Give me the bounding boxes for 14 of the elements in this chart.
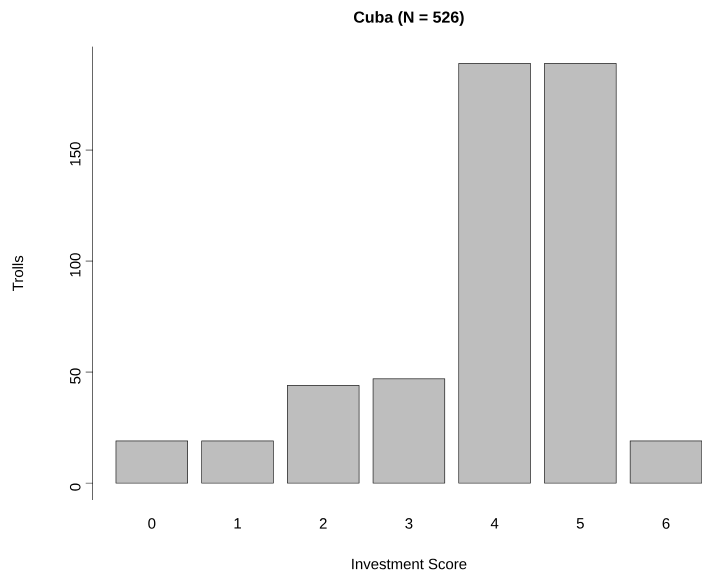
x-tick-label: 4 (490, 518, 498, 528)
y-tick-label: 0 (70, 484, 81, 491)
x-tick-label: 0 (148, 518, 156, 529)
y-axis-title: Trolls (12, 256, 24, 291)
chart-title: Cuba (N = 526) (354, 11, 464, 26)
x-tick-label: 2 (320, 518, 327, 529)
x-tick-label: 6 (662, 518, 670, 529)
x-tick-label: 3 (405, 518, 412, 529)
y-tick-label: 50 (70, 368, 81, 384)
x-tick-label: 5 (576, 518, 584, 529)
x-tick-label: 1 (234, 518, 241, 528)
x-axis-title: Investment Score (352, 558, 466, 570)
y-tick-label: 100 (70, 253, 81, 276)
y-tick-label: 150 (70, 142, 81, 166)
